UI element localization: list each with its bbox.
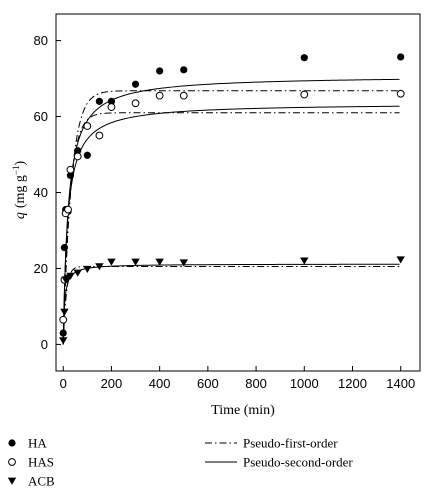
pseudo-first-order-curve [62, 112, 400, 345]
has-point [179, 91, 188, 100]
x-axis-title: Time (min) [211, 403, 275, 418]
ha-point [300, 54, 308, 62]
axes: 0 200 400 600 800 1000 1200 1400 0 20 40 60 80 [34, 13, 421, 391]
has-point [155, 91, 164, 100]
acb-point [107, 258, 116, 266]
x-tick-label: 1000 [290, 376, 319, 391]
acb-point [179, 259, 188, 267]
pseudo-first-order-curve [62, 90, 400, 345]
ha-point [180, 66, 188, 74]
acb-point [131, 258, 140, 266]
plot-frame [55, 13, 421, 372]
has-legend-marker [8, 458, 16, 466]
has-point [83, 122, 92, 130]
x-tick-label: 400 [149, 376, 171, 391]
acb-point [396, 256, 405, 264]
acb-point [59, 337, 68, 345]
ha-legend-marker [8, 439, 16, 447]
has-point [95, 131, 104, 140]
y-tick-label: 80 [34, 33, 48, 48]
x-tick-label: 1200 [338, 376, 367, 391]
legend: HA HAS ACB Pseudo-first-order Pseudo-second-… [7, 436, 353, 489]
y-tick-label: 20 [34, 261, 48, 276]
ha-point [397, 53, 405, 61]
acb-point [155, 258, 164, 266]
ha-point [60, 243, 69, 252]
has-point [73, 152, 82, 161]
acb-legend-marker [7, 477, 17, 485]
ha-point [59, 329, 67, 337]
y-axis-title: q(mg g−1) [11, 161, 28, 220]
x-tick-label: 200 [101, 376, 123, 391]
legend-label: HAS [28, 455, 54, 470]
acb-point [95, 263, 104, 271]
ha-point [107, 97, 116, 105]
has-point [64, 205, 72, 214]
legend-label: ACB [28, 474, 55, 489]
has-point [66, 165, 75, 174]
pseudo-first-order-curve [62, 266, 400, 345]
acb-point [60, 308, 69, 316]
y-tick-label: 0 [41, 337, 48, 352]
ha-point [95, 97, 103, 105]
legend-label: HA [28, 436, 47, 451]
pseudo-second-order-curve [62, 78, 400, 345]
pseudo-second-order-curve [62, 105, 400, 345]
has-point [300, 90, 309, 99]
acb-point [73, 269, 82, 277]
legend-label: Pseudo-first-order [243, 436, 338, 451]
y-tick-label: 40 [34, 185, 48, 200]
acb-point [300, 257, 309, 265]
ha-point [83, 151, 91, 159]
x-tick-label: 0 [60, 376, 67, 391]
legend-label: Pseudo-second-order [243, 455, 353, 470]
ha-point [66, 171, 75, 180]
has-point [396, 89, 405, 98]
y-tick-label: 60 [34, 109, 48, 124]
acb-point [83, 265, 92, 273]
has-point [107, 103, 116, 111]
has-point [59, 315, 68, 324]
plot-area [59, 53, 405, 345]
ha-point [74, 147, 82, 155]
has-point [131, 99, 140, 108]
pseudo-second-order-curve [62, 263, 400, 345]
ha-point [131, 80, 140, 88]
x-tick-label: 600 [197, 376, 219, 391]
acb-point [66, 272, 75, 280]
x-tick-label: 800 [245, 376, 267, 391]
x-tick-label: 1400 [386, 376, 415, 391]
ha-point [156, 67, 164, 75]
